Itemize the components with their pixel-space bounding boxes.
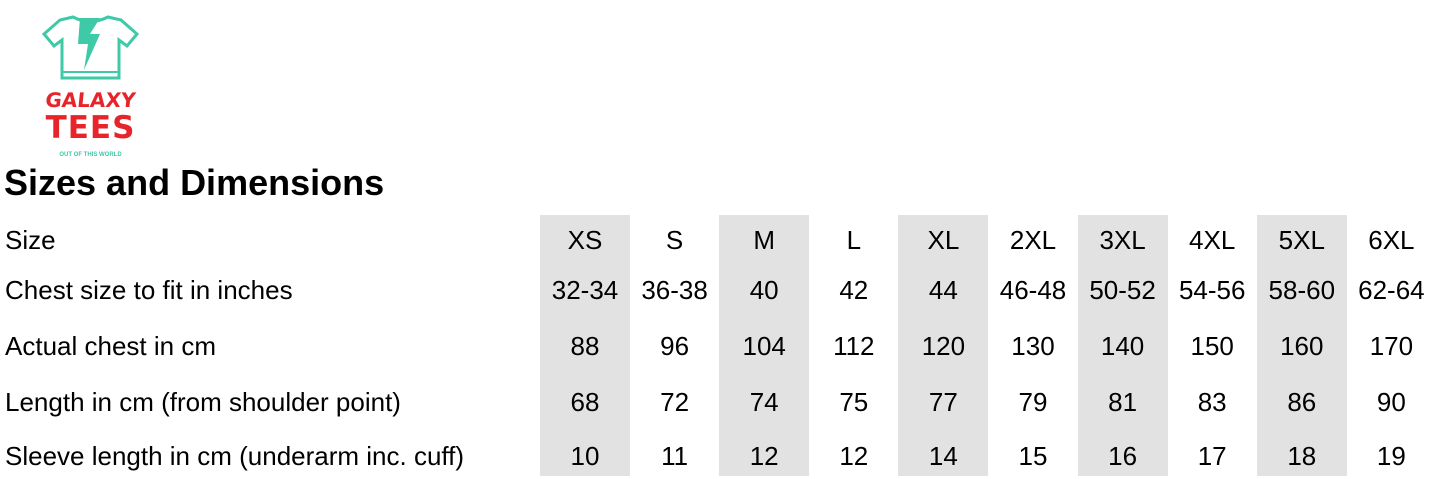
size-header-cell: XS [567, 225, 603, 255]
table-cell: 36-38 [641, 275, 708, 305]
table-cell: 19 [1376, 441, 1406, 471]
row-label: Sleeve length in cm (underarm inc. cuff) [5, 441, 465, 471]
table-cell: 18 [1287, 441, 1317, 471]
column-shade [1077, 215, 1168, 476]
table-cell: 42 [839, 275, 869, 305]
table-cell: 104 [742, 331, 786, 361]
table-cell: 83 [1197, 387, 1227, 417]
table-cell: 11 [661, 441, 689, 471]
size-header-cell: 6XL [1368, 225, 1415, 255]
table-cell: 130 [1011, 331, 1055, 361]
table-cell: 14 [928, 441, 958, 471]
table-cell: 96 [660, 331, 690, 361]
column-shade [1256, 215, 1347, 476]
column-shade [540, 215, 630, 476]
size-header-cell: M [753, 225, 776, 255]
size-header-cell: 2XL [1009, 225, 1057, 255]
size-header-cell: S [665, 225, 684, 255]
table-cell: 12 [749, 441, 779, 471]
row-label: Size [5, 225, 56, 255]
logo-text-tees: TEES [45, 110, 136, 146]
row-label: Actual chest in cm [5, 331, 216, 361]
logo-text-galaxy: GALAXY [44, 88, 137, 112]
size-header-cell: 5XL [1278, 225, 1325, 255]
table-cell: 15 [1018, 441, 1048, 471]
table-cell: 12 [839, 441, 869, 471]
table-cell: 88 [570, 331, 600, 361]
table-cell: 58-60 [1268, 275, 1336, 305]
table-row: Actual chest in cm 88 96 104 112 120 130 140 150… [0, 326, 1445, 366]
table-cell: 10 [570, 441, 600, 471]
table-cell: 160 [1280, 331, 1324, 361]
column-shade [898, 215, 989, 476]
table-cell: 79 [1018, 387, 1048, 417]
table-cell: 54-56 [1178, 275, 1246, 305]
table-cell: 112 [833, 331, 875, 361]
galaxy-tees-logo: GALAXY TEES OUT OF THIS WORLD [38, 12, 143, 162]
table-cell: 44 [928, 275, 958, 305]
row-label: Chest size to fit in inches [5, 275, 293, 305]
table-cell: 140 [1100, 331, 1145, 361]
table-cell: 72 [660, 387, 690, 417]
table-cell: 62-64 [1358, 275, 1425, 305]
tshirt-lightning-icon [41, 15, 140, 80]
table-cell: 16 [1108, 441, 1138, 471]
table-cell: 74 [749, 387, 779, 417]
table-cell: 81 [1108, 387, 1138, 417]
size-header-cell: 3XL [1099, 225, 1146, 255]
table-cell: 170 [1369, 331, 1414, 361]
size-header-cell: L [846, 225, 862, 255]
table-cell: 32-34 [551, 275, 619, 305]
table-cell: 77 [928, 387, 958, 417]
table-cell: 50-52 [1089, 275, 1156, 305]
table-row: Sleeve length in cm (underarm inc. cuff)… [0, 436, 1445, 476]
table-cell: 68 [570, 387, 600, 417]
table-cell: 75 [839, 387, 869, 417]
table-cell: 17 [1197, 441, 1227, 471]
page-title: Sizes and Dimensions [4, 162, 385, 203]
table-cell: 150 [1190, 331, 1234, 361]
size-header-cell: 4XL [1189, 225, 1236, 255]
table-cell: 86 [1287, 387, 1317, 417]
table-cell: 90 [1376, 387, 1406, 417]
row-label: Length in cm (from shoulder point) [5, 387, 401, 417]
column-shade [719, 215, 810, 476]
table-cell: 120 [921, 331, 966, 361]
table-row: Size XS S M L XL 2XL 3XL 4XL 5XL 6XL [0, 220, 1445, 260]
size-header-cell: XL [927, 225, 960, 255]
table-cell: 40 [749, 275, 779, 305]
table-row: Chest size to fit in inches 32-34 36-38 40 4… [0, 270, 1445, 310]
logo-tagline: OUT OF THIS WORLD [59, 152, 122, 158]
table-row: Length in cm (from shoulder point) 68 72 74… [0, 382, 1445, 422]
table-cell: 46-48 [999, 275, 1067, 305]
